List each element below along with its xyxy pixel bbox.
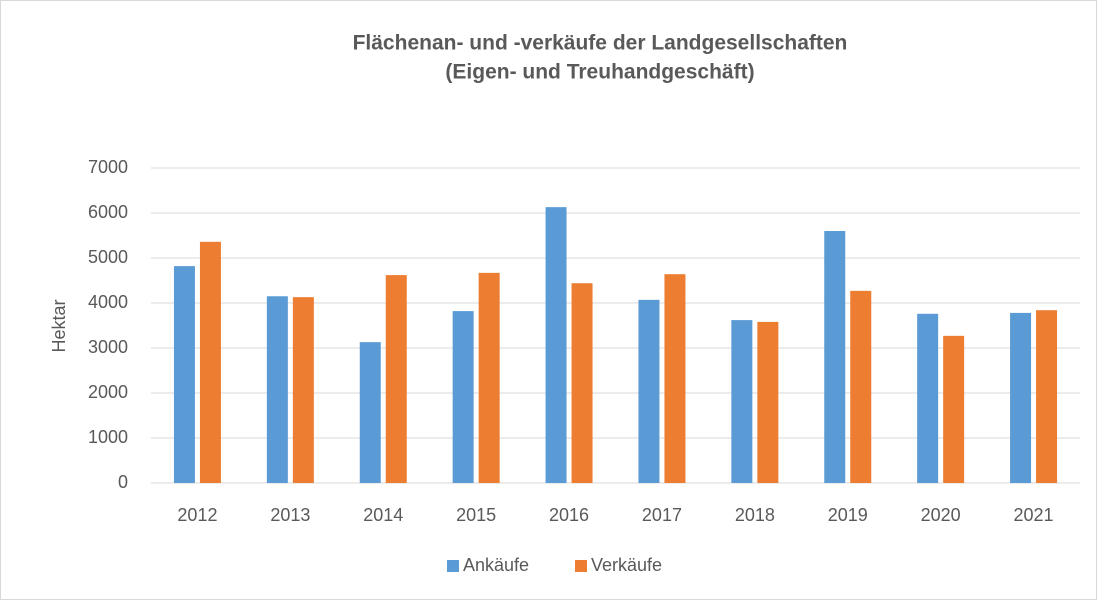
bar xyxy=(824,231,846,483)
bar xyxy=(943,335,965,483)
y-tick-label: 2000 xyxy=(88,382,128,402)
legend-label: Verkäufe xyxy=(591,555,662,575)
x-tick-label: 2020 xyxy=(921,505,961,525)
x-tick-label: 2019 xyxy=(828,505,868,525)
x-tick-label: 2017 xyxy=(642,505,682,525)
y-tick-label: 7000 xyxy=(88,157,128,177)
y-tick-label: 3000 xyxy=(88,337,128,357)
x-tick-label: 2021 xyxy=(1014,505,1054,525)
legend-label: Ankäufe xyxy=(463,555,529,575)
bar xyxy=(638,299,660,483)
bar xyxy=(452,311,474,483)
bar xyxy=(359,342,381,483)
y-tick-label: 6000 xyxy=(88,202,128,222)
chart-title: Flächenan- und -verkäufe der Landgesells… xyxy=(353,32,848,55)
x-tick-label: 2012 xyxy=(177,505,217,525)
x-tick-label: 2018 xyxy=(735,505,775,525)
bar xyxy=(731,320,753,483)
bar xyxy=(266,296,288,483)
x-tick-label: 2016 xyxy=(549,505,589,525)
y-tick-label: 1000 xyxy=(88,427,128,447)
legend-swatch xyxy=(575,560,587,572)
bar xyxy=(757,321,779,483)
bar xyxy=(571,283,593,483)
x-tick-label: 2015 xyxy=(456,505,496,525)
bar xyxy=(545,207,567,483)
x-tick-label: 2013 xyxy=(270,505,310,525)
bar xyxy=(478,272,500,483)
y-tick-label: 5000 xyxy=(88,247,128,267)
bar xyxy=(199,241,221,483)
chart-title: (Eigen- und Treuhandgeschäft) xyxy=(445,61,754,84)
bar xyxy=(917,313,939,483)
bar xyxy=(664,274,686,483)
y-tick-label: 0 xyxy=(118,472,128,492)
bar xyxy=(850,290,872,483)
bar xyxy=(173,266,195,483)
bar xyxy=(1036,310,1058,483)
bar xyxy=(1010,312,1032,483)
y-axis-label: Hektar xyxy=(49,299,69,352)
bar xyxy=(292,297,314,483)
legend-swatch xyxy=(447,560,459,572)
bar xyxy=(385,275,407,483)
y-tick-label: 4000 xyxy=(88,292,128,312)
x-tick-label: 2014 xyxy=(363,505,403,525)
